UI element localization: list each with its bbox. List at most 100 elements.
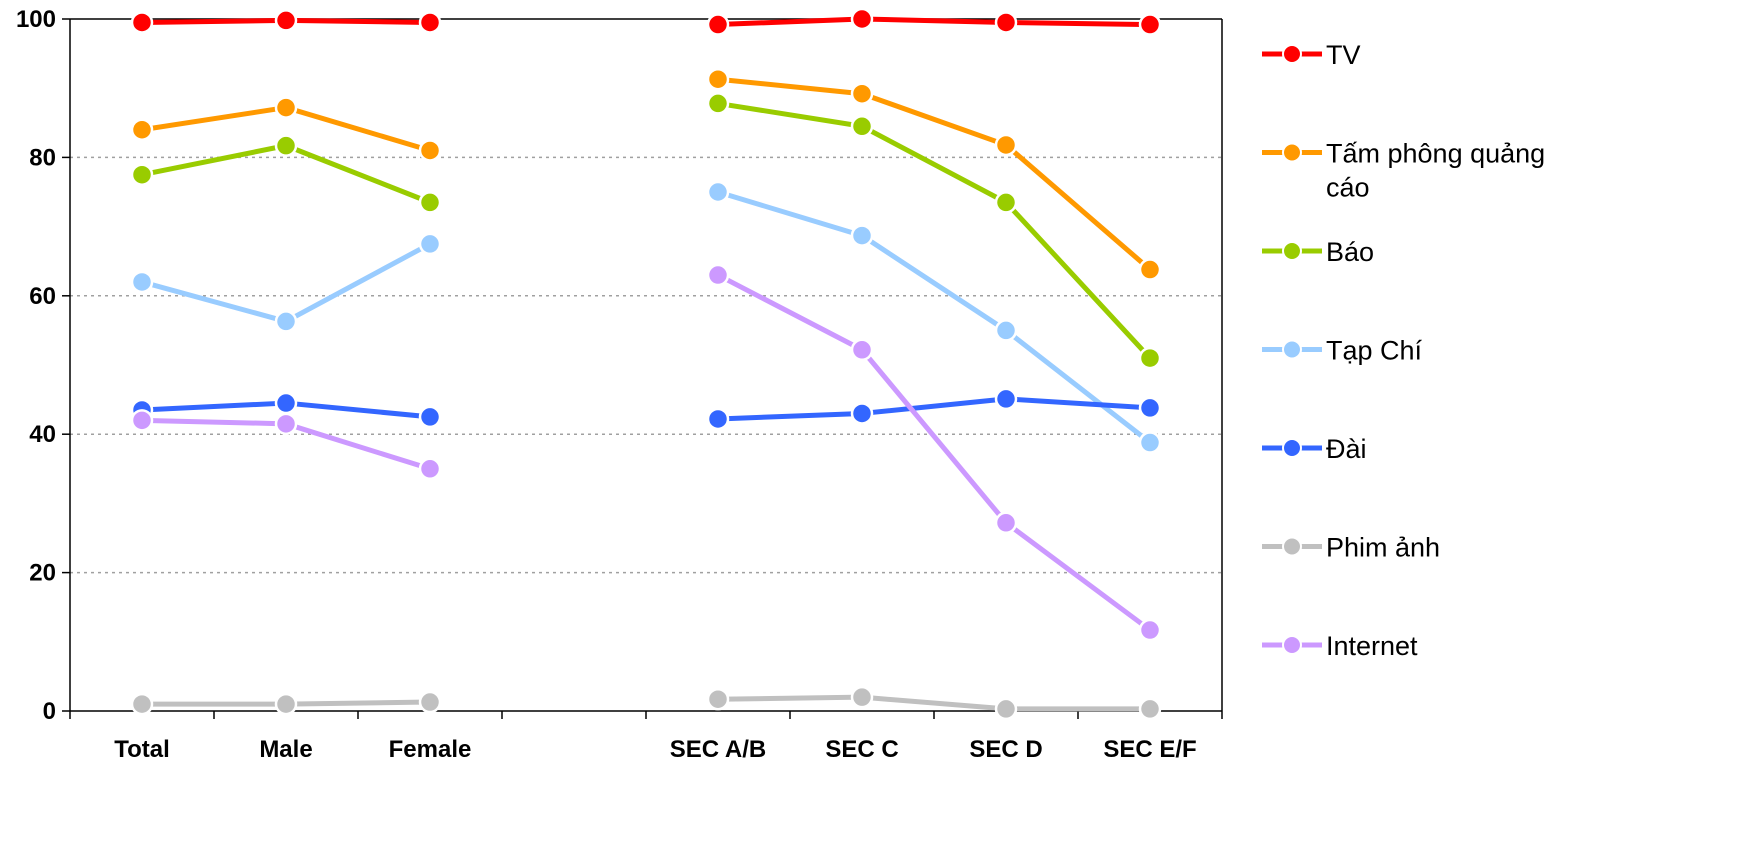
series-line-5-1 [717,694,1150,712]
data-point-3-2 [418,232,442,256]
data-point-2-6 [994,191,1018,214]
data-point-6-0 [130,409,154,432]
data-point-1-0 [130,118,154,141]
legend-label-6: Internet [1326,631,1418,661]
series-group [130,7,1162,721]
legend-item-3: Tạp Chí [1262,336,1423,366]
data-point-4-4 [706,407,730,431]
legend-item-4: Đài [1262,434,1367,464]
data-point-1-5 [850,82,874,105]
series-line-3-0 [141,241,432,324]
y-tick-label-0: 0 [43,698,56,725]
legend-label-line-0-0: TV [1326,40,1361,70]
data-point-3-5 [850,224,874,247]
data-point-1-1 [274,96,298,119]
data-point-1-2 [418,139,442,162]
legend-swatch-marker-2 [1282,241,1302,261]
data-point-3-1 [274,310,298,333]
data-point-2-1 [274,134,298,157]
data-point-3-0 [130,270,154,294]
data-point-4-5 [850,402,874,425]
x-tick-label-2: Female [389,736,472,763]
legend-item-5: Phim ảnh [1262,533,1440,563]
data-point-5-7 [1138,697,1162,721]
legend-swatch-marker-6 [1282,635,1302,655]
data-point-5-1 [274,692,298,716]
data-point-0-5 [850,7,874,31]
legend-item-6: Internet [1262,631,1418,661]
series-line-1-1 [717,76,1152,272]
data-point-2-0 [130,163,154,186]
data-point-6-6 [994,511,1018,535]
data-point-5-2 [418,690,442,714]
series-line-2-1 [717,100,1152,360]
gridlines [70,156,1222,574]
data-point-0-7 [1138,13,1162,36]
data-point-3-6 [994,319,1018,342]
data-point-1-6 [994,133,1018,157]
data-point-6-1 [274,412,298,436]
series-2 [130,92,1162,370]
y-tick-label-60: 60 [29,283,56,310]
x-tick-label-1: Male [259,736,312,763]
y-tick-label-100: 100 [16,6,56,33]
series-1 [130,67,1162,281]
data-point-5-4 [706,687,730,711]
legend-label-line-6-0: Internet [1326,631,1418,661]
series-6 [130,263,1162,642]
data-point-2-7 [1138,346,1162,370]
data-point-6-4 [706,263,730,287]
data-point-0-0 [130,11,154,34]
series-line-4-1 [717,396,1151,422]
data-point-3-4 [706,180,730,204]
series-5 [130,685,1162,721]
legend-swatch-marker-1 [1282,142,1302,163]
legend-swatch-marker-4 [1282,438,1302,458]
data-point-5-0 [130,692,154,716]
legend-label-line-1-0: Tấm phông quảng [1326,139,1545,169]
data-point-2-5 [850,115,874,138]
legend: TV Tấm phông quảng cáo Báo Tạp Chí Đài Phim ản… [1262,40,1545,661]
legend-swatch-marker-3 [1282,339,1302,360]
data-point-3-7 [1138,431,1162,454]
series-line-3-1 [717,189,1152,445]
data-point-4-2 [418,405,442,429]
legend-swatch-marker-5 [1282,536,1302,557]
legend-label-line-4-0: Đài [1326,434,1367,464]
y-tick-label-20: 20 [29,560,56,587]
legend-label-line-2-0: Báo [1326,237,1374,267]
legend-label-2: Báo [1326,237,1374,267]
axes [62,18,1223,719]
data-point-0-1 [274,9,298,32]
series-0 [130,7,1162,36]
data-point-2-4 [706,92,730,115]
legend-label-line-3-0: Tạp Chí [1326,336,1423,366]
data-point-6-7 [1138,618,1162,642]
data-point-0-4 [706,13,730,36]
legend-swatch-marker-0 [1282,44,1302,64]
data-point-6-2 [418,457,442,481]
legend-item-0: TV [1262,40,1361,70]
data-point-2-2 [418,191,442,214]
data-point-0-6 [994,11,1018,34]
data-point-5-6 [994,697,1018,721]
legend-label-line-1-1: cáo [1326,173,1370,203]
x-tick-label-0: Total [114,736,170,763]
data-point-4-7 [1138,396,1162,420]
legend-label-4: Đài [1326,434,1367,464]
y-tick-label-40: 40 [29,421,56,448]
y-tick-label-80: 80 [29,144,56,171]
data-point-1-4 [706,67,730,91]
series-line-6-1 [716,272,1152,633]
legend-label-5: Phim ảnh [1326,533,1440,563]
data-point-5-5 [850,685,874,709]
x-tick-label-5: SEC C [825,736,898,763]
x-tick-label-4: SEC A/B [670,736,766,763]
x-tick-label-7: SEC E/F [1103,736,1196,763]
series-line-0-1 [717,16,1151,28]
legend-item-2: Báo [1262,237,1374,267]
data-point-4-1 [274,391,298,415]
legend-label-0: TV [1326,40,1361,70]
legend-label-1: Tấm phông quảng cáo [1326,139,1545,203]
